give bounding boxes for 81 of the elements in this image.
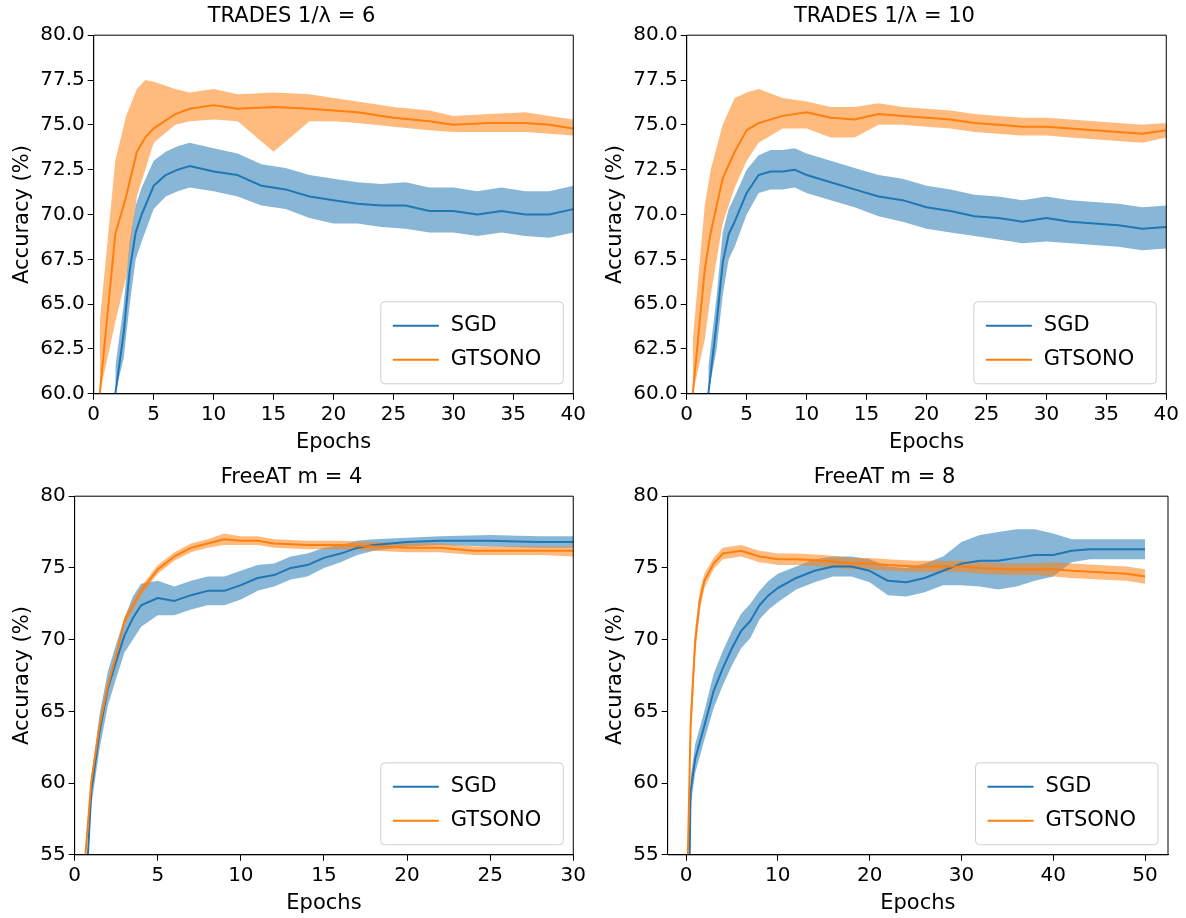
x-tick-label: 40 <box>1153 401 1179 425</box>
legend-label: SGD <box>450 773 497 798</box>
x-tick-label: 0 <box>68 862 82 886</box>
legend-label: GTSONO <box>450 346 542 371</box>
y-axis-title: Accuracy (%) <box>9 606 34 745</box>
x-tick-label: 10 <box>765 862 791 886</box>
y-tick-label: 75 <box>40 554 66 579</box>
y-tick-label: 55 <box>40 841 66 865</box>
x-tick-label: 30 <box>440 401 467 425</box>
y-tick-label: 60 <box>633 769 659 794</box>
y-tick-label: 55 <box>633 841 659 865</box>
y-tick-label: 65 <box>633 697 659 722</box>
x-tick-label: 15 <box>311 862 337 886</box>
x-tick-label: 40 <box>560 401 586 425</box>
legend-label: GTSONO <box>1045 807 1136 832</box>
chart-title: TRADES 1/λ = 6 <box>206 3 376 28</box>
y-tick-label: 80.0 <box>633 21 678 46</box>
x-tick-label: 10 <box>200 401 227 425</box>
y-tick-label: 72.5 <box>633 155 678 180</box>
x-tick-label: 15 <box>853 401 880 425</box>
x-tick-label: 15 <box>260 401 287 425</box>
legend-label: SGD <box>450 312 497 337</box>
y-axis-title: Accuracy (%) <box>602 145 627 284</box>
legend-label: GTSONO <box>1043 346 1135 371</box>
y-tick-label: 70 <box>40 625 66 650</box>
x-tick-label: 30 <box>560 862 586 886</box>
legend-label: SGD <box>1045 773 1092 798</box>
x-tick-label: 25 <box>380 401 407 425</box>
y-tick-label: 77.5 <box>633 66 678 91</box>
x-tick-label: 35 <box>500 401 527 425</box>
x-tick-label: 5 <box>151 862 165 886</box>
y-tick-label: 75.0 <box>633 111 678 136</box>
x-tick-label: 0 <box>87 401 101 425</box>
chart-title: TRADES 1/λ = 10 <box>793 3 975 28</box>
y-tick-label: 75 <box>633 554 659 579</box>
x-tick-label: 30 <box>1033 401 1060 425</box>
y-tick-label: 72.5 <box>40 155 85 180</box>
y-tick-label: 67.5 <box>40 245 85 270</box>
legend-label: GTSONO <box>450 807 542 832</box>
x-tick-label: 20 <box>320 401 347 425</box>
y-tick-label: 62.5 <box>40 335 85 360</box>
x-axis-title: Epochs <box>888 428 965 453</box>
y-axis-title: Accuracy (%) <box>9 145 34 284</box>
x-tick-label: 0 <box>680 401 694 425</box>
x-tick-label: 10 <box>793 401 820 425</box>
chart-title: FreeAT m = 4 <box>220 464 363 489</box>
y-tick-label: 65.0 <box>633 290 678 315</box>
x-tick-label: 20 <box>394 862 420 886</box>
y-tick-label: 60.0 <box>633 380 678 404</box>
x-axis-title: Epochs <box>880 889 956 914</box>
y-tick-label: 62.5 <box>633 335 678 360</box>
x-tick-label: 50 <box>1132 862 1158 886</box>
y-tick-label: 67.5 <box>633 245 678 270</box>
chart-title: FreeAT m = 8 <box>813 464 956 489</box>
y-tick-label: 70 <box>633 625 659 650</box>
x-tick-label: 25 <box>477 862 503 886</box>
legend-label: SGD <box>1043 312 1090 337</box>
x-tick-label: 0 <box>679 862 693 886</box>
y-tick-label: 80 <box>633 482 659 507</box>
y-tick-label: 80 <box>40 482 66 507</box>
y-tick-label: 75.0 <box>40 111 85 136</box>
x-tick-label: 35 <box>1093 401 1120 425</box>
y-tick-label: 70.0 <box>633 200 678 225</box>
y-tick-label: 60.0 <box>40 380 85 404</box>
y-tick-label: 65.0 <box>40 290 85 315</box>
x-tick-label: 5 <box>147 401 161 425</box>
x-tick-label: 10 <box>228 862 254 886</box>
x-tick-label: 5 <box>740 401 754 425</box>
x-tick-label: 30 <box>948 862 975 886</box>
x-tick-label: 20 <box>913 401 940 425</box>
y-tick-label: 77.5 <box>40 66 85 91</box>
y-axis-title: Accuracy (%) <box>602 606 627 745</box>
y-tick-label: 60 <box>40 769 66 794</box>
x-axis-title: Epochs <box>286 889 362 914</box>
y-tick-label: 70.0 <box>40 200 85 225</box>
x-tick-label: 40 <box>1040 862 1066 886</box>
y-tick-label: 80.0 <box>40 21 85 46</box>
x-tick-label: 25 <box>973 401 1000 425</box>
x-axis-title: Epochs <box>295 428 372 453</box>
x-tick-label: 20 <box>856 862 883 886</box>
y-tick-label: 65 <box>40 697 66 722</box>
